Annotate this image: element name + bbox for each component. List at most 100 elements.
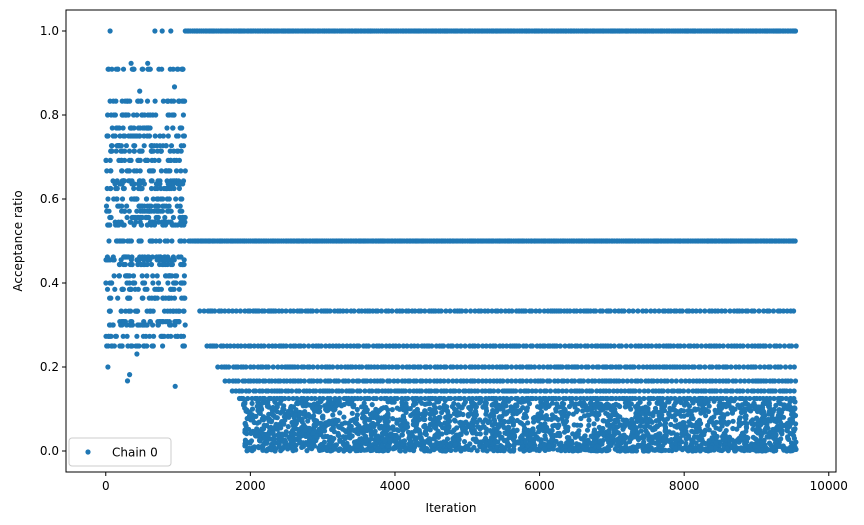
data-point-901 xyxy=(635,308,641,314)
data-point-4896 xyxy=(138,222,145,228)
data-point-4160 xyxy=(589,447,595,453)
data-point-3849 xyxy=(427,411,433,417)
data-point-1322 xyxy=(256,378,262,384)
data-point-1187 xyxy=(395,364,401,370)
data-point-3634 xyxy=(436,399,442,405)
data-point-4364 xyxy=(673,434,680,440)
data-point-1237 xyxy=(559,364,565,370)
data-point-4264 xyxy=(751,400,757,406)
data-point-4156 xyxy=(662,423,668,429)
data-point-4240 xyxy=(337,438,343,444)
data-point-4653 xyxy=(182,168,188,174)
data-point-1412 xyxy=(555,378,561,384)
data-point-4805 xyxy=(134,208,140,214)
data-point-4271 xyxy=(713,410,719,416)
data-point-4900 xyxy=(144,222,150,228)
data-point-4994 xyxy=(168,261,174,268)
data-point-3758 xyxy=(439,409,445,416)
data-point-3954 xyxy=(351,427,357,433)
data-point-1155 xyxy=(295,364,301,370)
data-point-899 xyxy=(626,308,632,314)
data-point-4239 xyxy=(552,422,558,428)
data-point-2898 xyxy=(586,422,592,428)
data-point-2977 xyxy=(467,407,474,413)
data-point-1249 xyxy=(596,364,602,370)
data-point-4094 xyxy=(250,416,256,422)
data-point-3955 xyxy=(661,417,667,423)
data-point-1340 xyxy=(310,378,317,384)
data-point-4250 xyxy=(363,404,369,410)
data-point-1032 xyxy=(483,343,489,349)
data-point-789 xyxy=(279,308,285,314)
data-point-1733 xyxy=(469,395,476,402)
data-point-1076 xyxy=(618,343,625,349)
data-point-1583 xyxy=(533,388,539,394)
data-point-1364 xyxy=(387,378,393,384)
data-point-4664 xyxy=(178,168,184,174)
data-point-4534 xyxy=(128,125,134,131)
data-point-2721 xyxy=(389,399,395,405)
data-point-1126 xyxy=(789,343,795,349)
data-point-1443 xyxy=(654,378,660,384)
data-point-4290 xyxy=(336,447,342,453)
data-point-1761 xyxy=(556,395,562,402)
data-point-4423 xyxy=(662,402,668,408)
data-point-4889 xyxy=(131,222,137,228)
data-point-4248 xyxy=(448,447,454,453)
data-point-1557 xyxy=(452,388,458,394)
data-point-1423 xyxy=(592,378,598,384)
data-point-4085 xyxy=(754,438,760,444)
data-point-4583 xyxy=(178,143,184,149)
data-point-4207 xyxy=(497,421,503,427)
data-point-4350 xyxy=(427,416,433,422)
data-point-4347 xyxy=(246,446,252,453)
data-point-1077 xyxy=(623,343,629,349)
data-point-1078 xyxy=(628,343,634,349)
data-point-4175 xyxy=(488,435,494,441)
data-point-1060 xyxy=(569,343,575,349)
data-point-4455 xyxy=(105,66,111,72)
data-point-4764 xyxy=(150,196,156,202)
data-point-3467 xyxy=(528,436,534,442)
data-point-1509 xyxy=(307,388,313,394)
data-point-1025 xyxy=(458,343,464,349)
data-point-3473 xyxy=(491,418,498,424)
data-point-2998 xyxy=(319,414,325,420)
data-point-4819 xyxy=(119,208,125,214)
data-point-4133 xyxy=(504,440,511,446)
data-point-1030 xyxy=(475,343,481,349)
data-point-4714 xyxy=(136,181,142,187)
data-point-1467 xyxy=(742,378,748,384)
data-point-4275 xyxy=(341,447,347,453)
data-point-1511 xyxy=(313,388,319,394)
data-point-4119 xyxy=(718,405,725,411)
data-point-4742 xyxy=(107,185,113,192)
data-point-4232 xyxy=(589,409,595,415)
data-point-940 xyxy=(770,308,777,314)
data-point-800 xyxy=(314,308,320,314)
data-point-880 xyxy=(567,308,573,314)
data-point-1490 xyxy=(246,388,252,394)
data-point-4393 xyxy=(412,428,418,434)
data-point-4031 xyxy=(769,444,775,451)
data-point-1020 xyxy=(441,343,447,349)
data-point-4770 xyxy=(143,196,150,202)
data-point-1063 xyxy=(578,343,584,349)
data-point-1086 xyxy=(656,343,663,349)
data-point-4339 xyxy=(349,398,355,404)
data-point-4247 xyxy=(473,404,479,410)
data-point-3860 xyxy=(622,400,629,406)
data-point-4323 xyxy=(282,437,288,443)
data-point-4845 xyxy=(180,214,186,221)
data-point-4357 xyxy=(321,439,327,445)
data-point-4432 xyxy=(394,417,400,423)
data-point-4183 xyxy=(646,442,652,448)
data-point-4147 xyxy=(385,443,391,449)
data-point-4372 xyxy=(399,432,405,438)
data-point-795 xyxy=(299,308,305,314)
data-point-4299 xyxy=(391,426,397,433)
data-point-2405 xyxy=(462,399,468,405)
data-point-1763 xyxy=(563,395,569,402)
data-point-3969 xyxy=(732,448,738,454)
data-point-4752 xyxy=(119,196,126,202)
